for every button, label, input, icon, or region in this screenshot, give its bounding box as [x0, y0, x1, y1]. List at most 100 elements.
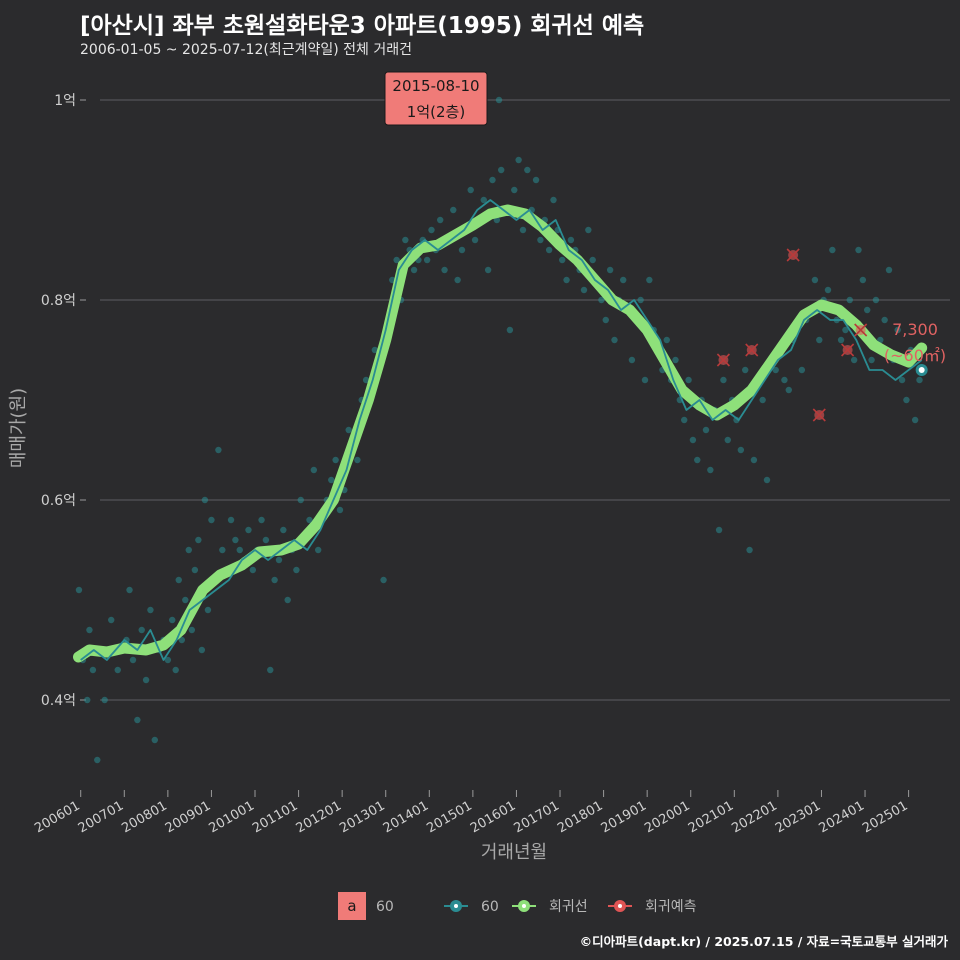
trade-point — [441, 266, 448, 274]
y-tick-label-1: 0.6억 — [41, 493, 76, 509]
trade-point — [550, 196, 557, 204]
trade-point — [208, 516, 215, 524]
trade-point — [589, 256, 596, 264]
trade-point — [532, 176, 540, 184]
x-tick-label-0: 200601 — [32, 798, 82, 836]
trade-point — [563, 276, 570, 284]
trade-point — [824, 286, 832, 294]
trade-point — [380, 576, 387, 584]
trade-point — [811, 276, 819, 284]
trade-point — [201, 496, 209, 504]
trade-point — [332, 456, 339, 464]
forecast-cross — [854, 323, 868, 337]
forecast-cross — [745, 343, 759, 357]
legend-item-trade: 60 — [481, 899, 499, 915]
regression-line — [73, 204, 928, 663]
legend-fill-key-letter: a — [347, 897, 356, 915]
trade-point — [715, 526, 723, 534]
chart-subtitle: 2006-01-05 ~ 2025-07-12(최근계약일) 전체 거래건 — [80, 42, 412, 58]
trade-point — [188, 626, 196, 634]
trade-point — [742, 366, 749, 374]
y-tick-label-0: 0.4억 — [41, 693, 76, 709]
trade-point — [258, 516, 265, 524]
trade-point — [471, 236, 479, 244]
trade-point — [458, 246, 466, 254]
trade-point — [480, 196, 487, 204]
trade-point — [816, 336, 823, 344]
trade-point — [402, 236, 409, 244]
trade-point — [371, 346, 379, 354]
trade-point — [275, 556, 283, 564]
x-tick-label-2: 200801 — [119, 798, 169, 836]
trade-point — [126, 586, 133, 594]
legend-fill-key — [338, 892, 366, 920]
trade-point — [911, 416, 919, 424]
trade-point — [672, 356, 679, 364]
trade-point — [450, 206, 457, 214]
trade-point — [837, 336, 845, 344]
trade-point — [850, 356, 858, 364]
x-tick-label-18: 202401 — [817, 798, 867, 836]
x-tick-label-4: 201001 — [207, 798, 257, 836]
y-tick-label-2: 0.8억 — [41, 293, 76, 309]
trade-point — [707, 466, 714, 474]
x-tick-label-11: 201701 — [512, 798, 562, 836]
trade-point — [842, 326, 849, 334]
trade-point — [611, 336, 618, 344]
trade-point — [280, 526, 287, 534]
trade-point — [86, 626, 93, 634]
trade-point — [864, 306, 871, 314]
trade-point — [506, 326, 514, 334]
trade-point — [885, 266, 893, 274]
trade-points — [75, 96, 923, 764]
x-tick-label-5: 201101 — [250, 798, 300, 836]
trade-point — [293, 566, 300, 574]
trade-point — [108, 616, 115, 624]
trade-point — [114, 666, 121, 674]
forecast-cross — [716, 353, 730, 367]
trade-point — [172, 666, 179, 674]
trade-point — [602, 316, 609, 324]
trade-point — [306, 516, 313, 524]
trade-point — [362, 376, 370, 384]
trade-point — [881, 316, 888, 324]
trade-point — [310, 466, 318, 474]
trade-point — [733, 416, 740, 424]
x-tick-label-12: 201801 — [555, 798, 605, 836]
trade-point — [628, 356, 636, 364]
trade-point — [545, 246, 553, 254]
trade-point — [454, 276, 461, 284]
x-tick-label-17: 202301 — [773, 798, 823, 836]
trade-point — [606, 266, 614, 274]
latest-trade-marker — [915, 364, 928, 376]
trade-point — [524, 166, 531, 174]
trade-point — [620, 276, 627, 284]
trade-point — [737, 446, 745, 454]
x-tick-label-3: 200901 — [163, 798, 213, 836]
trade-point — [236, 546, 243, 554]
trade-point — [245, 526, 252, 534]
trade-point — [267, 666, 274, 674]
trade-point — [702, 426, 710, 434]
trade-point — [297, 496, 304, 504]
trade-point — [75, 586, 83, 594]
x-tick-label-6: 201201 — [294, 798, 344, 836]
trade-point — [646, 276, 653, 284]
trade-point — [689, 436, 697, 444]
legend-item-forecast: 회귀예측 — [645, 899, 697, 915]
trade-point — [685, 376, 692, 384]
trade-point — [750, 456, 758, 464]
trade-point — [123, 636, 130, 644]
trade-point — [215, 446, 222, 454]
x-tick-label-10: 201601 — [468, 798, 518, 836]
trade-point — [393, 256, 400, 264]
trade-point — [204, 606, 212, 614]
trade-point — [497, 166, 505, 174]
trade-point — [249, 566, 257, 574]
latest-price-callout: 7,300 (~60㎡) — [884, 320, 946, 365]
trade-point — [314, 546, 322, 554]
latest-callout-area: (~60㎡) — [884, 346, 946, 365]
trade-point — [859, 276, 867, 284]
legend-item-regression: 회귀선 — [549, 899, 588, 915]
trade-point — [198, 646, 206, 654]
